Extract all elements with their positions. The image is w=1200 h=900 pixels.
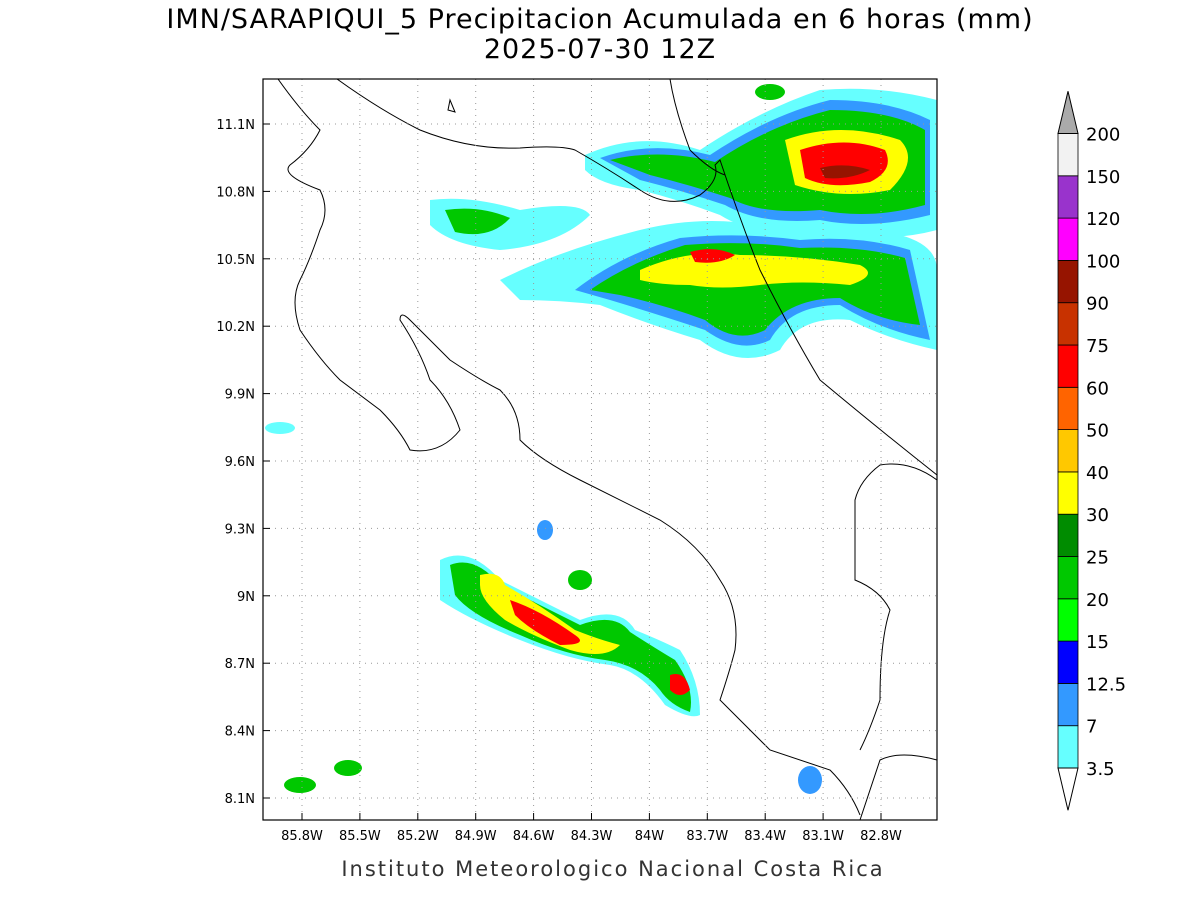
colorbar-label: 3.5: [1086, 759, 1115, 780]
lon-label: 84.3W: [571, 829, 613, 844]
colorbar-box: [1057, 640, 1079, 684]
colorbar-box: [1057, 259, 1079, 304]
colorbar-box: [1057, 344, 1079, 388]
colorbar-box: [1057, 302, 1079, 346]
footer: Instituto Meteorologico Nacional Costa R…: [341, 857, 884, 881]
colorbar-label: 40: [1086, 463, 1109, 484]
lon-label: 84W: [635, 829, 665, 844]
colorbar-label: 120: [1086, 209, 1120, 230]
colorbar-label: 60: [1086, 378, 1109, 399]
lon-label: 85.5W: [339, 829, 381, 844]
lon-label: 85.2W: [397, 829, 439, 844]
colorbar-box: [1057, 429, 1079, 473]
lat-label: 9.3N: [225, 522, 255, 537]
lon-label: 84.6W: [513, 829, 555, 844]
colorbar-label: 12.5: [1086, 674, 1126, 695]
colorbar-box: [1057, 725, 1079, 769]
lat-label: 10.8N: [216, 185, 255, 200]
colorbar-box: [1057, 513, 1079, 557]
coastlines: [277, 79, 937, 820]
map-area: [263, 79, 937, 820]
colorbar-box: [1057, 133, 1079, 177]
colorbar-label: 20: [1086, 590, 1109, 611]
precip: [265, 84, 937, 794]
colorbar-label: 150: [1086, 167, 1120, 188]
colorbar-box: [1057, 217, 1079, 261]
colorbar-label: 15: [1086, 632, 1109, 653]
title: IMN/SARAPIQUI_5 Precipitacion Acumulada …: [166, 4, 1033, 35]
lat-label: 9.9N: [225, 388, 255, 403]
lon-label: 84.9W: [455, 829, 497, 844]
colorbar-label: 7: [1086, 717, 1097, 738]
lat-label: 8.1N: [225, 792, 255, 807]
lat-label: 11.1N: [216, 118, 255, 133]
grid: [263, 79, 937, 820]
lon-label: 83.1W: [802, 829, 844, 844]
lon-label: 85.8W: [281, 829, 323, 844]
map-frame: [262, 78, 938, 821]
colorbar-box: [1057, 598, 1079, 642]
lon-label: 83.7W: [686, 829, 728, 844]
colorbar-label: 25: [1086, 548, 1109, 569]
colorbar-box: [1057, 175, 1079, 219]
colorbar-box: [1057, 683, 1079, 727]
lon-label: 83.4W: [744, 829, 786, 844]
lat-label: 10.5N: [216, 253, 255, 268]
colorbar-under: [1057, 767, 1079, 811]
lon-label: 82.8W: [860, 829, 902, 844]
lat-label: 8.4N: [225, 725, 255, 740]
colorbar-label: 100: [1086, 251, 1120, 272]
colorbar-label: 90: [1086, 294, 1109, 315]
colorbar-over: [1057, 91, 1079, 134]
lat-label: 9.6N: [225, 455, 255, 470]
lat-label: 9N: [237, 590, 255, 605]
lat-label: 10.2N: [216, 320, 255, 335]
colorbar-box: [1057, 386, 1079, 430]
lat-label: 8.7N: [225, 657, 255, 672]
colorbar-label: 75: [1086, 336, 1109, 357]
colorbar-label: 50: [1086, 421, 1109, 442]
colorbar-box: [1057, 471, 1079, 515]
colorbar-box: [1057, 556, 1079, 600]
colorbar-label: 30: [1086, 505, 1109, 526]
subtitle: 2025-07-30 12Z: [484, 34, 716, 65]
colorbar-label: 200: [1086, 125, 1120, 146]
